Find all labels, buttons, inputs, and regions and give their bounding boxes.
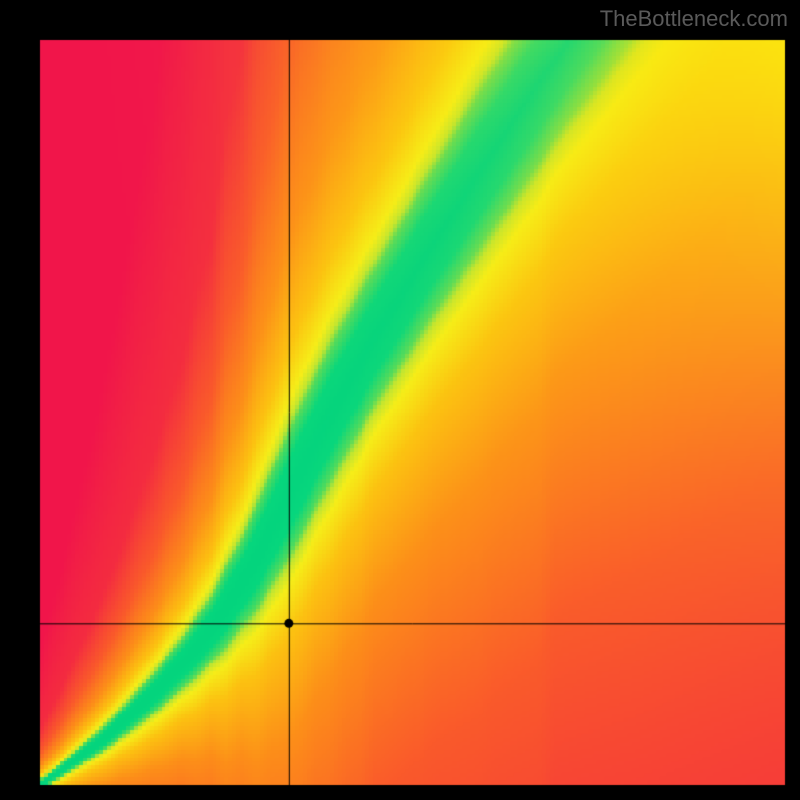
watermark-text: TheBottleneck.com bbox=[600, 6, 788, 32]
chart-container: TheBottleneck.com bbox=[0, 0, 800, 800]
heatmap-canvas bbox=[0, 0, 800, 800]
